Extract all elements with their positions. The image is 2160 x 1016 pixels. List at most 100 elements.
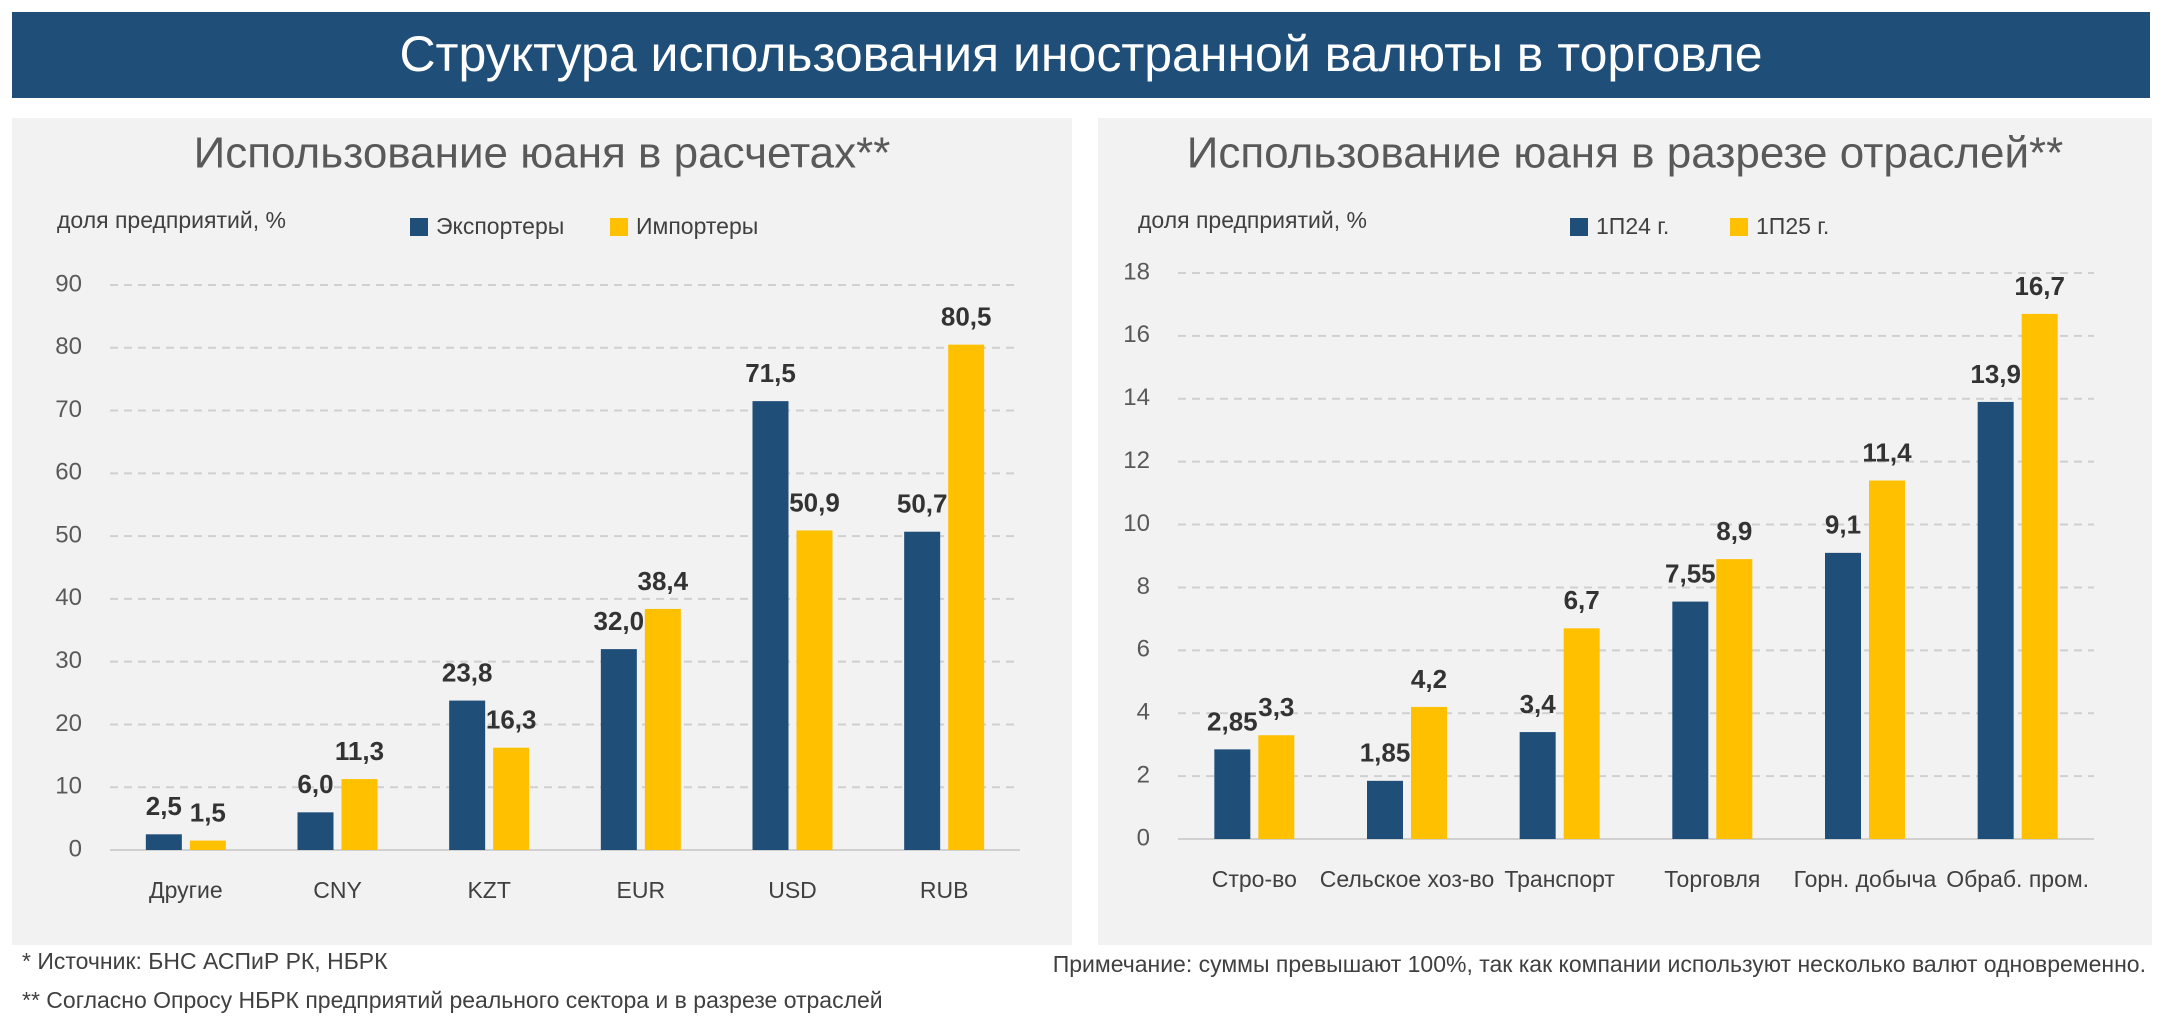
data-label: 38,4 [638, 566, 689, 596]
data-label: 6,0 [297, 769, 333, 799]
x-tick-label: Горн. добыча [1794, 866, 1937, 892]
y-tick-label: 6 [1137, 636, 1150, 663]
y-tick-label: 70 [55, 396, 82, 423]
data-label: 50,9 [789, 487, 840, 517]
x-tick-label: Другие [149, 877, 223, 903]
y-tick-label: 12 [1123, 447, 1150, 474]
x-tick-label: Транспорт [1504, 866, 1615, 892]
y-tick-label: 40 [55, 584, 82, 611]
y-tick-label: 0 [1137, 824, 1150, 851]
legend-swatch [1570, 218, 1588, 236]
panel [12, 118, 1072, 945]
footnote: * Источник: БНС АСПиР РК, НБРК [22, 948, 388, 974]
bar [1563, 628, 1600, 839]
x-tick-label: USD [768, 877, 817, 903]
bar [752, 401, 789, 850]
data-label: 1,5 [190, 797, 226, 827]
bar [1258, 735, 1295, 839]
header-title: Структура использования иностранной валю… [399, 26, 1762, 82]
data-label: 7,55 [1665, 558, 1716, 588]
x-tick-label: Сельское хоз-во [1320, 866, 1495, 892]
data-label: 8,9 [1716, 516, 1752, 546]
bar [948, 344, 985, 850]
data-label: 9,1 [1825, 510, 1861, 540]
chart-title: Использование юаня в расчетах** [194, 129, 891, 178]
data-label: 4,2 [1411, 664, 1447, 694]
y-tick-label: 50 [55, 521, 82, 548]
legend-label: Импортеры [636, 213, 758, 239]
data-label: 23,8 [442, 657, 493, 687]
bar [493, 747, 530, 850]
x-tick-label: EUR [617, 877, 666, 903]
bar [449, 700, 486, 850]
y-tick-label: 20 [55, 710, 82, 737]
data-label: 80,5 [941, 302, 992, 332]
data-label: 71,5 [745, 358, 796, 388]
bar [1519, 732, 1556, 839]
bar [145, 834, 182, 850]
data-label: 3,3 [1258, 692, 1294, 722]
legend-swatch [1730, 218, 1748, 236]
bar [297, 812, 334, 850]
bar [600, 649, 637, 850]
bar [1367, 780, 1403, 839]
x-tick-label: Стро-во [1212, 866, 1297, 892]
y-tick-label: 16 [1123, 321, 1150, 348]
bar [189, 840, 226, 850]
bar [1869, 480, 1905, 839]
note: Примечание: суммы превышают 100%, так ка… [1053, 951, 2146, 977]
header-band [12, 12, 2150, 98]
data-label: 13,9 [1970, 359, 2021, 389]
y-tick-label: 90 [55, 270, 82, 297]
legend-swatch [610, 218, 628, 236]
y-tick-label: 4 [1137, 699, 1150, 726]
x-tick-label: Обраб. пром. [1946, 866, 2089, 892]
legend-label: 1П25 г. [1756, 213, 1829, 239]
y-axis-label: доля предприятий, % [1138, 207, 1367, 233]
data-label: 32,0 [594, 606, 645, 636]
data-label: 1,85 [1360, 738, 1411, 768]
y-tick-label: 30 [55, 647, 82, 674]
data-label: 3,4 [1520, 689, 1557, 719]
bar [796, 530, 833, 850]
chart-title: Использование юаня в разрезе отраслей** [1187, 129, 2064, 178]
bar [341, 779, 378, 850]
y-axis-label: доля предприятий, % [57, 207, 286, 233]
x-tick-label: RUB [920, 877, 969, 903]
data-label: 16,3 [486, 705, 537, 735]
bar [644, 608, 681, 850]
y-tick-label: 18 [1123, 258, 1150, 285]
data-label: 11,4 [1862, 437, 1912, 467]
y-tick-label: 8 [1137, 573, 1150, 600]
y-tick-label: 0 [69, 835, 82, 862]
y-tick-label: 14 [1123, 384, 1150, 411]
bar [1411, 706, 1447, 839]
legend-label: 1П24 г. [1596, 213, 1669, 239]
data-label: 2,85 [1207, 706, 1258, 736]
bar [1214, 749, 1251, 839]
x-tick-label: KZT [467, 877, 510, 903]
data-label: 16,7 [2014, 271, 2065, 301]
y-tick-label: 60 [55, 459, 82, 486]
legend-swatch [410, 218, 428, 236]
y-tick-label: 80 [55, 333, 82, 360]
bar [1716, 559, 1753, 839]
footnote: ** Согласно Опросу НБРК предприятий реал… [22, 987, 883, 1013]
data-label: 6,7 [1564, 585, 1600, 615]
y-tick-label: 2 [1137, 761, 1150, 788]
bar [1672, 601, 1709, 839]
bar [2021, 313, 2058, 839]
bar [1825, 552, 1861, 839]
bar [904, 531, 941, 850]
x-tick-label: CNY [313, 877, 362, 903]
data-label: 11,3 [335, 736, 384, 766]
legend-label: Экспортеры [436, 213, 564, 239]
data-label: 2,5 [146, 791, 182, 821]
y-tick-label: 10 [55, 773, 82, 800]
bar [1977, 401, 2014, 839]
x-tick-label: Торговля [1664, 866, 1760, 892]
data-label: 50,7 [897, 489, 948, 519]
y-tick-label: 10 [1123, 510, 1150, 537]
